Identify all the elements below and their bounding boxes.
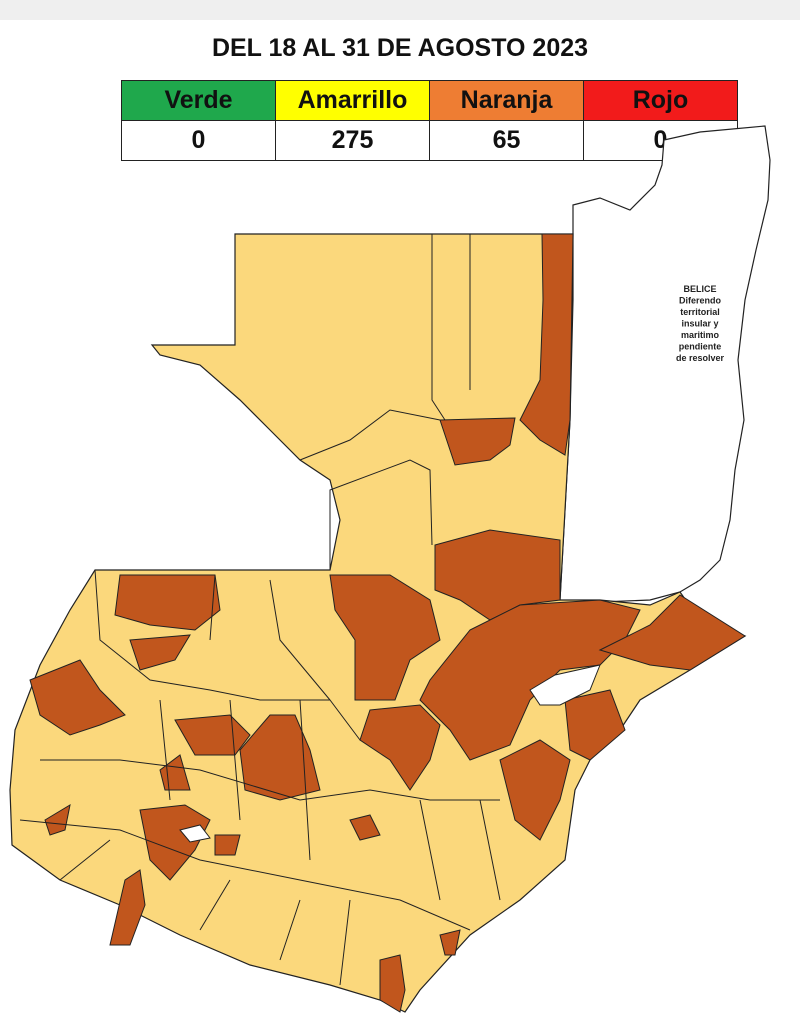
border xyxy=(59,699,501,986)
legend-label: Rojo xyxy=(583,80,738,121)
legend-label: Verde xyxy=(121,80,276,121)
top-bar xyxy=(0,0,800,20)
area xyxy=(139,804,211,881)
area xyxy=(329,574,441,701)
area xyxy=(499,739,571,841)
belize xyxy=(559,125,771,603)
area xyxy=(109,869,146,946)
belize-note-line: territorial xyxy=(680,307,720,317)
legend-count: 275 xyxy=(275,120,430,161)
belize-note-line: Diferendo xyxy=(679,296,722,306)
belize-note-line: maritimo xyxy=(681,330,720,340)
area xyxy=(379,954,406,1013)
legend-count: 65 xyxy=(429,120,584,161)
area xyxy=(174,714,251,756)
area xyxy=(439,929,461,956)
belize-note-line: BELICE xyxy=(683,284,716,294)
area xyxy=(598,594,746,671)
belize-note-line: insular y xyxy=(681,319,718,329)
area xyxy=(214,834,241,856)
borders xyxy=(19,234,501,986)
area xyxy=(239,714,321,801)
legend-table: Verde Amarrillo Naranja Rojo 0 275 65 0 xyxy=(121,80,738,161)
area xyxy=(359,704,441,791)
lake xyxy=(529,664,601,706)
area xyxy=(129,634,191,671)
border xyxy=(19,569,500,931)
area xyxy=(519,233,574,456)
border xyxy=(299,234,471,570)
legend-label: Naranja xyxy=(429,80,584,121)
legend-header: Verde Amarrillo Naranja Rojo xyxy=(121,80,738,121)
legend-counts: 0 275 65 0 xyxy=(121,120,738,161)
area xyxy=(564,689,626,761)
area xyxy=(29,659,126,736)
legend-label: Amarrillo xyxy=(275,80,430,121)
belize-note-line: pendiente xyxy=(679,342,722,352)
title: DEL 18 AL 31 DE AGOSTO 2023 xyxy=(211,34,589,62)
belize-note-line: de resolver xyxy=(676,353,725,363)
lake xyxy=(179,824,211,843)
area xyxy=(439,417,516,466)
legend-count: 0 xyxy=(121,120,276,161)
area xyxy=(349,814,381,841)
naranja-areas xyxy=(29,233,746,1013)
area xyxy=(44,803,71,836)
area xyxy=(159,754,191,791)
